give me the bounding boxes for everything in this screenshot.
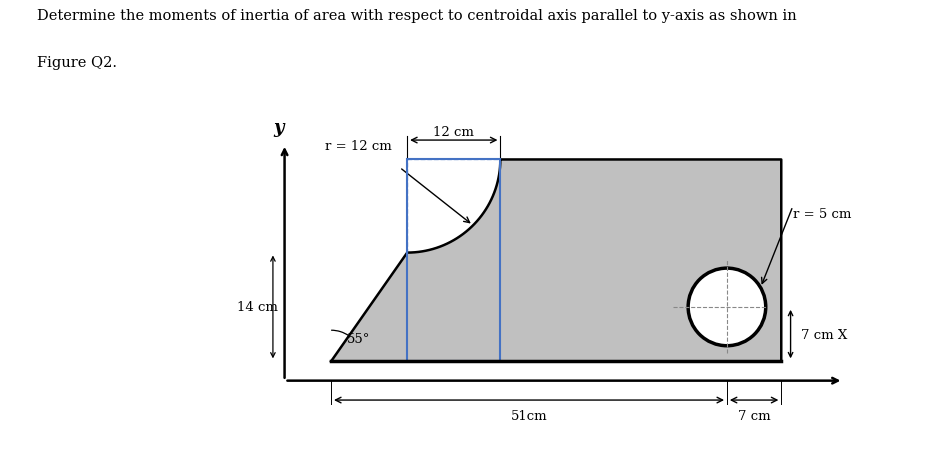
Text: 7 cm: 7 cm <box>738 409 770 422</box>
Text: 55°: 55° <box>347 332 370 345</box>
Text: 14 cm: 14 cm <box>237 301 278 314</box>
Text: y: y <box>273 119 284 137</box>
Circle shape <box>688 269 766 346</box>
Text: 12 cm: 12 cm <box>433 125 475 138</box>
Text: r = 12 cm: r = 12 cm <box>325 139 392 152</box>
Text: r = 5 cm: r = 5 cm <box>793 208 851 221</box>
Text: Figure Q2.: Figure Q2. <box>37 56 117 69</box>
Polygon shape <box>331 160 781 362</box>
Text: Determine the moments of inertia of area with respect to centroidal axis paralle: Determine the moments of inertia of area… <box>37 9 797 23</box>
Bar <box>407 160 501 362</box>
Text: 51cm: 51cm <box>511 409 547 422</box>
Text: 7 cm X: 7 cm X <box>801 328 847 341</box>
